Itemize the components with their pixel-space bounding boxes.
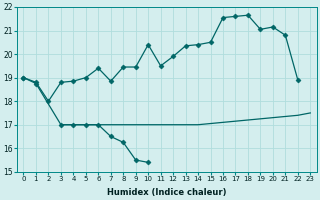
X-axis label: Humidex (Indice chaleur): Humidex (Indice chaleur) bbox=[107, 188, 227, 197]
